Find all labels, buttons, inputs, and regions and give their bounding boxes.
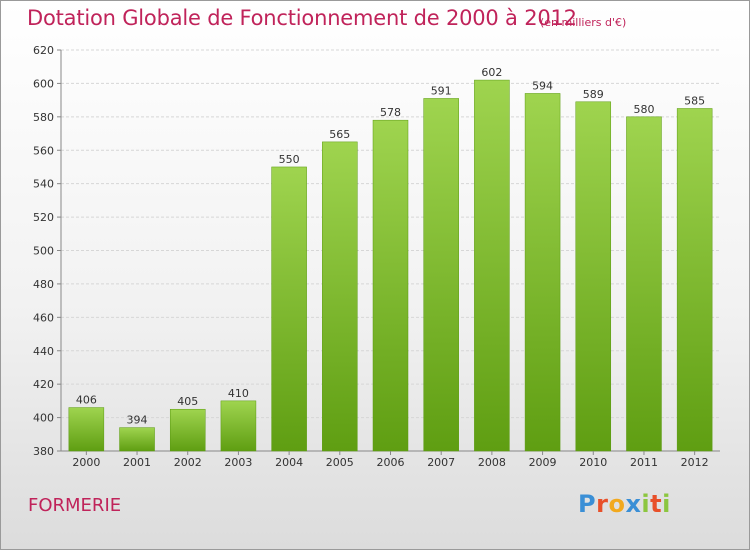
chart-subtitle: (en milliers d'€) (540, 16, 627, 29)
commune-name: FORMERIE (28, 495, 122, 516)
x-tick-label: 2002 (174, 456, 202, 469)
bar (119, 427, 155, 452)
x-tick-label: 2000 (72, 456, 100, 469)
chart-title: Dotation Globale de Fonctionnement de 20… (27, 6, 577, 30)
data-label: 565 (329, 128, 350, 141)
y-tick-label: 500 (33, 245, 54, 258)
x-tick-label: 2012 (681, 456, 709, 469)
proxiti-logo: Proxiti (578, 490, 671, 518)
data-label: 580 (633, 103, 654, 116)
data-label: 550 (279, 153, 300, 166)
y-tick-label: 540 (33, 178, 54, 191)
x-tick-label: 2004 (275, 456, 303, 469)
y-tick-label: 580 (33, 111, 54, 124)
x-tick-label: 2011 (630, 456, 658, 469)
data-label: 585 (684, 94, 705, 107)
bar (626, 116, 662, 452)
data-label: 602 (481, 66, 502, 79)
data-label: 591 (431, 84, 452, 97)
data-label: 410 (228, 387, 249, 400)
x-tick-label: 2003 (224, 456, 252, 469)
data-label: 394 (127, 414, 148, 427)
x-tick-label: 2008 (478, 456, 506, 469)
logo-letter: t (650, 490, 663, 518)
logo-letter: i (641, 490, 651, 518)
bar (372, 119, 409, 452)
logo-letter: P (578, 490, 597, 518)
bar (169, 408, 206, 452)
data-label: 578 (380, 106, 401, 119)
x-tick-label: 2007 (427, 456, 455, 469)
y-tick-label: 460 (33, 311, 54, 324)
logo-letter: r (596, 490, 609, 518)
logo-letter: i (662, 490, 671, 518)
y-tick-label: 480 (33, 278, 54, 291)
data-label: 406 (76, 394, 97, 407)
x-tick-label: 2001 (123, 456, 151, 469)
data-label: 589 (583, 88, 604, 101)
logo-letter: o (608, 490, 626, 518)
x-tick-label: 2010 (579, 456, 607, 469)
bar (271, 166, 307, 452)
x-tick-label: 2005 (326, 456, 354, 469)
y-tick-label: 380 (33, 445, 54, 458)
data-label: 594 (532, 79, 553, 92)
x-tick-label: 2009 (529, 456, 557, 469)
y-tick-label: 560 (33, 144, 54, 157)
y-tick-label: 440 (33, 345, 54, 358)
y-tick-label: 420 (33, 378, 54, 391)
x-tick-label: 2006 (377, 456, 405, 469)
bar (524, 93, 561, 452)
bar (322, 141, 358, 452)
y-tick-label: 620 (33, 44, 54, 57)
bar (575, 101, 612, 452)
data-label: 405 (177, 395, 198, 408)
bar (676, 108, 713, 452)
y-tick-label: 600 (33, 77, 54, 90)
y-tick-label: 520 (33, 211, 54, 224)
bar (423, 98, 459, 452)
bar (220, 400, 257, 452)
bar (68, 407, 105, 452)
logo-letter: x (625, 490, 642, 518)
bar (474, 79, 510, 452)
y-tick-label: 400 (33, 412, 54, 425)
